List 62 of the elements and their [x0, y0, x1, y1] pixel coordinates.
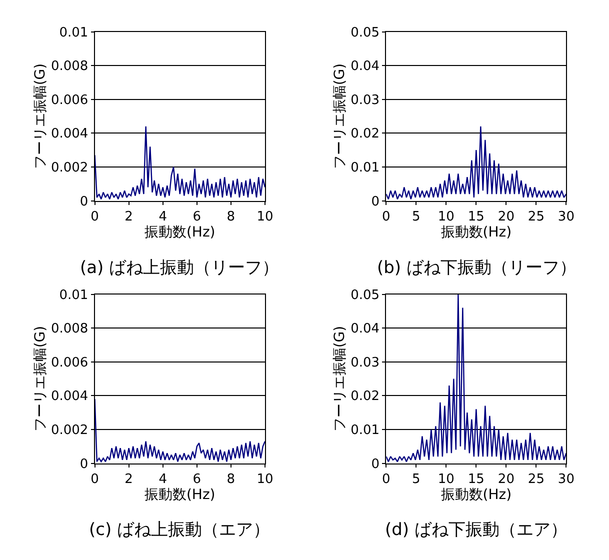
- text: (a) ばね上振動（リーフ）: [80, 258, 280, 278]
- x-tick-label: 20: [498, 472, 514, 487]
- text: (c) ばね上振動（エア）: [89, 520, 270, 540]
- x-tick-label: 5: [412, 209, 420, 224]
- y-tick-label: 0.04: [350, 322, 380, 337]
- x-tick-label: 0: [90, 472, 99, 487]
- y-tick-label: 0.008: [50, 59, 88, 74]
- x-tick-label: 8: [226, 209, 236, 224]
- y-tick-label: 0.04: [350, 59, 380, 74]
- y-tick-label: 0.01: [59, 288, 88, 303]
- y-tick-label: 0.01: [59, 25, 88, 40]
- x-tick-label: 6: [192, 209, 202, 224]
- x-tick-label: 2: [124, 209, 133, 224]
- y-tick-label: 0.05: [350, 288, 380, 303]
- y-axis-title: フーリエ振幅(G): [32, 326, 49, 432]
- x-tick-label: 30: [558, 472, 574, 487]
- y-tick-label: 0.002: [50, 423, 88, 438]
- y-tick-label: 0: [371, 456, 380, 472]
- x-axis-title: 振動数(Hz): [144, 486, 216, 503]
- x-tick-label: 2: [124, 472, 133, 487]
- y-tick-label: 0.006: [50, 355, 88, 370]
- x-tick-label: 25: [528, 209, 544, 224]
- x-tick-label: 10: [438, 209, 454, 224]
- x-tick-label: 30: [558, 209, 574, 224]
- y-tick-label: 0.03: [350, 355, 380, 370]
- x-tick-label: 10: [256, 209, 274, 224]
- y-tick-label: 0.02: [350, 126, 380, 142]
- x-tick-label: 20: [498, 209, 514, 224]
- x-axis-title: 振動数(Hz): [440, 224, 512, 240]
- x-tick-label: 8: [226, 472, 236, 487]
- y-tick-label: 0.002: [50, 160, 88, 176]
- y-tick-label: 0.01: [350, 160, 380, 176]
- x-tick-label: 5: [412, 472, 420, 487]
- x-tick-label: 10: [256, 472, 274, 487]
- y-tick-label: 0: [80, 194, 88, 210]
- x-tick-label: 4: [158, 472, 168, 487]
- x-tick-label: 0: [382, 472, 390, 487]
- y-tick-label: 0.05: [350, 25, 380, 40]
- y-tick-label: 0.004: [50, 389, 88, 404]
- x-tick-label: 0: [90, 209, 99, 224]
- text: (b) ばね下振動（リーフ）: [377, 258, 576, 278]
- y-axis-title: フーリエ振幅(G): [332, 63, 348, 170]
- x-tick-label: 0: [382, 209, 390, 224]
- x-tick-label: 15: [468, 472, 484, 487]
- y-tick-label: 0.01: [350, 423, 380, 438]
- x-tick-label: 4: [158, 209, 168, 224]
- x-axis-title: 振動数(Hz): [144, 224, 216, 240]
- y-tick-label: 0.008: [50, 322, 88, 337]
- x-tick-label: 15: [468, 209, 484, 224]
- y-tick-label: 0.02: [350, 389, 380, 404]
- y-tick-label: 0: [80, 456, 88, 472]
- y-tick-label: 0.004: [50, 126, 88, 142]
- y-axis-title: フーリエ振幅(G): [332, 326, 348, 432]
- y-tick-label: 0.006: [50, 92, 88, 108]
- x-tick-label: 10: [438, 472, 454, 487]
- x-tick-label: 6: [192, 472, 202, 487]
- x-tick-label: 25: [528, 472, 544, 487]
- x-axis-title: 振動数(Hz): [440, 486, 512, 503]
- y-tick-label: 0.03: [350, 92, 380, 108]
- text: (d) ばね下振動（エア）: [385, 520, 568, 540]
- y-tick-label: 0: [371, 194, 380, 210]
- y-axis-title: フーリエ振幅(G): [32, 63, 49, 170]
